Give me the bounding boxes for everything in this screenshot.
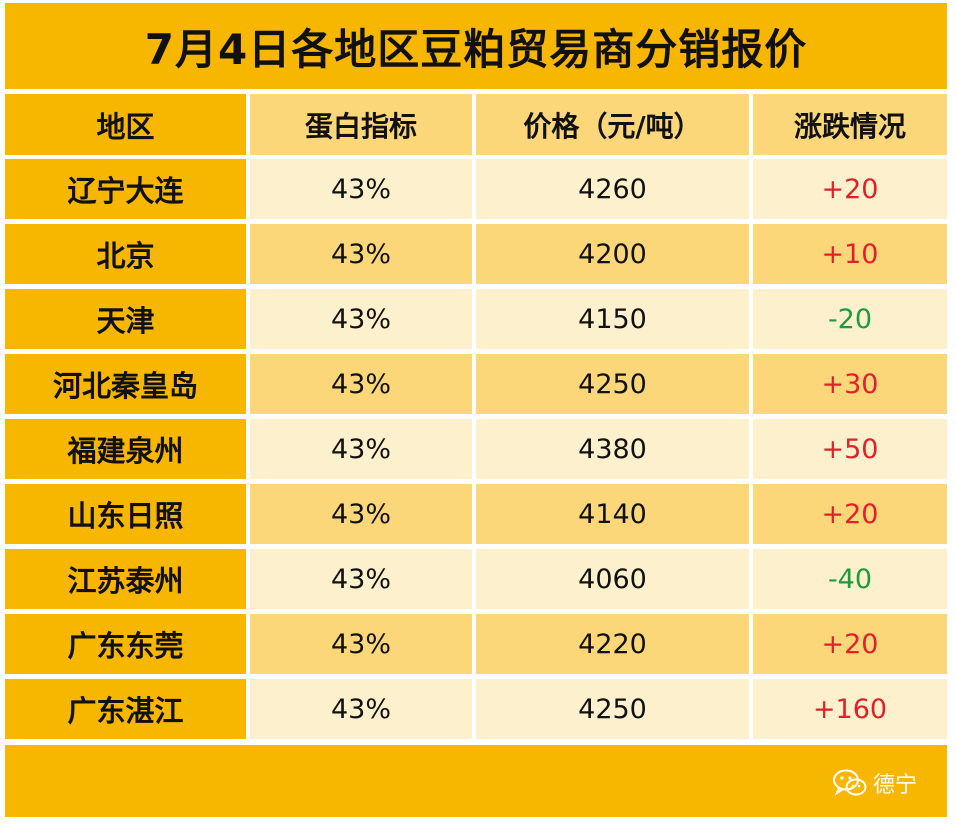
- price-cell: 4150: [476, 289, 749, 349]
- protein-cell: 43%: [250, 614, 472, 674]
- region-cell: 天津: [5, 289, 246, 349]
- header-region: 地区: [5, 94, 246, 155]
- change-cell: +10: [753, 224, 947, 284]
- change-cell: +160: [753, 679, 947, 739]
- price-cell: 4200: [476, 224, 749, 284]
- region-cell: 北京: [5, 224, 246, 284]
- change-cell: -20: [753, 289, 947, 349]
- change-cell: -40: [753, 549, 947, 609]
- price-cell: 4060: [476, 549, 749, 609]
- change-cell: +30: [753, 354, 947, 414]
- header-protein: 蛋白指标: [250, 94, 472, 155]
- protein-cell: 43%: [250, 354, 472, 414]
- region-cell: 辽宁大连: [5, 159, 246, 219]
- region-cell: 广东东莞: [5, 614, 246, 674]
- protein-cell: 43%: [250, 679, 472, 739]
- header-change: 涨跌情况: [753, 94, 947, 155]
- wechat-icon: [832, 769, 867, 797]
- protein-cell: 43%: [250, 549, 472, 609]
- price-cell: 4380: [476, 419, 749, 479]
- protein-cell: 43%: [250, 224, 472, 284]
- region-cell: 河北秦皇岛: [5, 354, 246, 414]
- region-cell: 福建泉州: [5, 419, 246, 479]
- protein-cell: 43%: [250, 484, 472, 544]
- change-cell: +50: [753, 419, 947, 479]
- price-cell: 4140: [476, 484, 749, 544]
- price-cell: 4260: [476, 159, 749, 219]
- price-cell: 4250: [476, 354, 749, 414]
- protein-cell: 43%: [250, 159, 472, 219]
- protein-cell: 43%: [250, 289, 472, 349]
- region-cell: 广东湛江: [5, 679, 246, 739]
- footer-bar: 德宁: [5, 745, 947, 817]
- change-cell: +20: [753, 614, 947, 674]
- watermark-text: 德宁: [872, 773, 917, 798]
- change-cell: +20: [753, 159, 947, 219]
- watermark: 德宁: [832, 767, 917, 799]
- region-cell: 江苏泰州: [5, 549, 246, 609]
- change-cell: +20: [753, 484, 947, 544]
- price-cell: 4220: [476, 614, 749, 674]
- protein-cell: 43%: [250, 419, 472, 479]
- price-cell: 4250: [476, 679, 749, 739]
- region-cell: 山东日照: [5, 484, 246, 544]
- header-price: 价格（元/吨）: [476, 94, 749, 155]
- table-title: 7月4日各地区豆粕贸易商分销报价: [5, 3, 947, 89]
